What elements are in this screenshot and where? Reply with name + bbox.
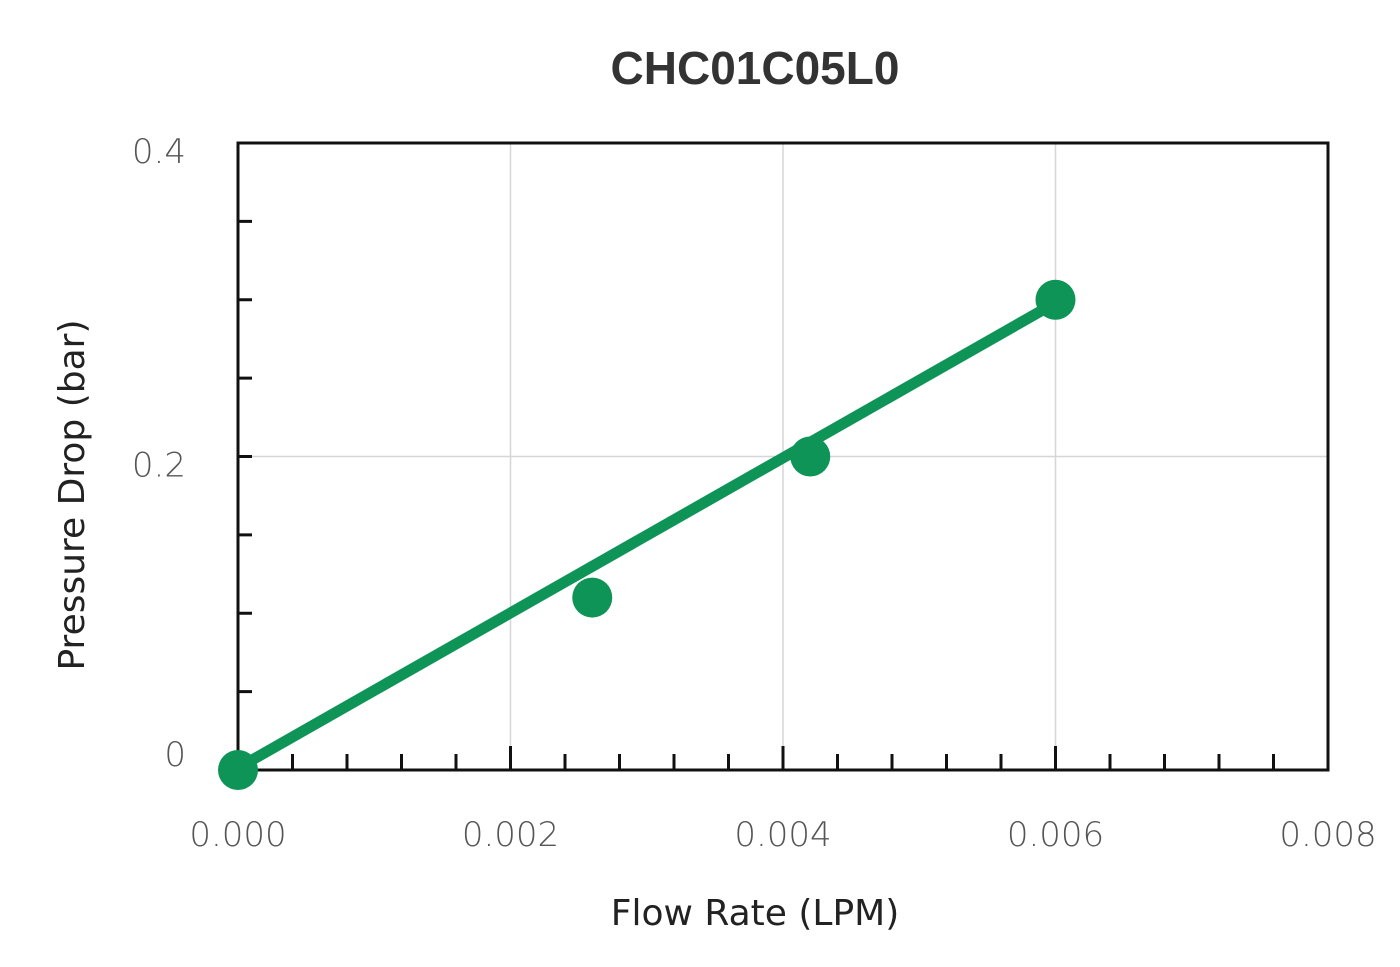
x-tick-label: 0.006 [1007,815,1104,855]
chart-title: CHC01C05L0 [611,42,900,94]
fit-line [232,297,1061,774]
y-axis-label: Pressure Drop (bar) [52,319,93,670]
x-tick-label: 0.008 [1279,815,1376,855]
x-tick-labels: 0.000 0.002 0.004 0.006 0.008 [189,815,1376,855]
y-tick-label: 0 [164,735,186,775]
plot-frame [236,141,1330,772]
x-tick-label: 0.004 [734,815,831,855]
x-tick-label: 0.002 [462,815,559,855]
x-tick-label: 0.000 [189,815,286,855]
minor-ticks [238,219,1275,770]
y-tick-label: 0.2 [132,446,186,486]
y-tick-labels: 0 0.2 0.4 [132,132,186,775]
data-point [572,577,613,618]
data-point [1035,279,1076,320]
y-tick-label: 0.4 [132,132,186,172]
series-layer [218,279,1076,790]
x-axis-label: Flow Rate (LPM) [611,893,900,934]
data-point [218,750,258,790]
data-point [790,436,831,477]
